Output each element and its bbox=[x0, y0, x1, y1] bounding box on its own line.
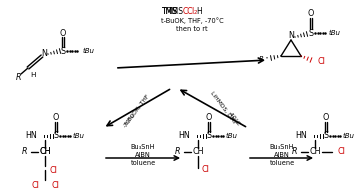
Text: HN: HN bbox=[178, 132, 190, 140]
Text: O: O bbox=[60, 29, 66, 37]
Text: N: N bbox=[41, 50, 47, 59]
Text: N: N bbox=[288, 30, 294, 40]
Text: '': '' bbox=[266, 57, 269, 61]
Text: O: O bbox=[53, 114, 59, 122]
Text: S: S bbox=[308, 29, 313, 37]
Text: R: R bbox=[16, 73, 22, 81]
Text: S: S bbox=[60, 46, 66, 56]
Text: -70°C: -70°C bbox=[123, 112, 137, 128]
Text: O: O bbox=[323, 114, 329, 122]
Text: R: R bbox=[22, 147, 27, 156]
Text: AIBN: AIBN bbox=[274, 152, 290, 158]
Text: Cl: Cl bbox=[31, 180, 39, 189]
Text: Cl: Cl bbox=[318, 57, 326, 66]
Text: O: O bbox=[206, 114, 212, 122]
Text: Cl: Cl bbox=[202, 166, 210, 174]
Text: CC: CC bbox=[183, 6, 194, 15]
Text: tBu: tBu bbox=[343, 133, 355, 139]
Text: Bu₃SnH: Bu₃SnH bbox=[131, 144, 155, 150]
Text: tBu: tBu bbox=[329, 30, 341, 36]
Text: Cl: Cl bbox=[49, 166, 57, 175]
Text: 2: 2 bbox=[194, 11, 197, 15]
Text: R: R bbox=[292, 147, 297, 156]
Text: AIBN: AIBN bbox=[135, 152, 151, 158]
Text: tBu: tBu bbox=[226, 133, 238, 139]
Text: S: S bbox=[206, 132, 211, 140]
Text: HN: HN bbox=[25, 132, 37, 140]
Text: CH: CH bbox=[309, 147, 321, 156]
Text: TMS: TMS bbox=[162, 8, 178, 16]
Text: toluene: toluene bbox=[269, 160, 295, 166]
Text: t-BuOK, THF, -70°C: t-BuOK, THF, -70°C bbox=[160, 18, 223, 24]
Text: TMS: TMS bbox=[162, 8, 178, 16]
Text: -40°C: -40°C bbox=[227, 111, 241, 127]
Text: S: S bbox=[53, 132, 59, 140]
Text: CH: CH bbox=[192, 147, 204, 156]
Text: l: l bbox=[191, 6, 193, 15]
Text: Cl: Cl bbox=[51, 180, 59, 189]
Text: tBu: tBu bbox=[83, 48, 95, 54]
Text: tBu: tBu bbox=[73, 133, 85, 139]
Text: S: S bbox=[323, 132, 328, 140]
Text: Cl: Cl bbox=[337, 147, 345, 156]
Text: toluene: toluene bbox=[130, 160, 155, 166]
Text: R: R bbox=[259, 56, 264, 62]
Text: then to rt: then to rt bbox=[176, 26, 208, 32]
Text: LiHMDS, DMF: LiHMDS, DMF bbox=[210, 90, 238, 126]
Text: Bu₃SnH: Bu₃SnH bbox=[270, 144, 294, 150]
Text: H: H bbox=[196, 6, 202, 15]
Text: HN: HN bbox=[295, 132, 307, 140]
Text: CH: CH bbox=[39, 147, 51, 156]
Text: TMS: TMS bbox=[168, 6, 184, 15]
Text: O: O bbox=[308, 9, 314, 19]
Text: t-BuOK, THF: t-BuOK, THF bbox=[125, 93, 151, 125]
Text: CH: CH bbox=[39, 147, 51, 156]
Text: R: R bbox=[174, 147, 180, 156]
Text: H: H bbox=[30, 72, 36, 78]
